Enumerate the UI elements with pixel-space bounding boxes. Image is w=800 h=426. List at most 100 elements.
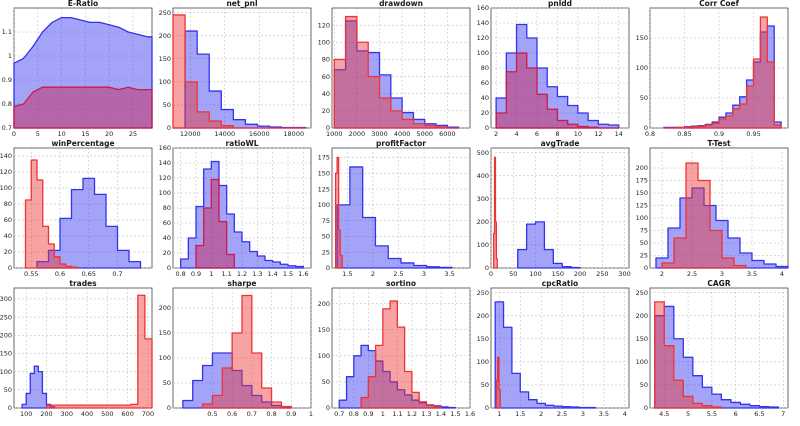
chart-cpcratio: 1 1.5 2 2.5 3 3.5 4 0 50 100 150 200 250 cpcRatio	[477, 279, 630, 418]
y-tick-label: 175	[636, 177, 648, 185]
y-tick-label: 250	[159, 9, 171, 17]
y-tick-label: 120	[0, 168, 12, 176]
y-tick-label: 120	[477, 34, 489, 42]
t-test-series-2	[661, 162, 747, 269]
chart-title: pnldd	[548, 0, 572, 8]
y-tick-label: 80	[481, 64, 489, 72]
y-tick-label: 60	[163, 219, 171, 227]
x-tick-label: 0.7	[334, 410, 344, 418]
y-tick-label: 0	[8, 264, 12, 272]
chart-title: T-Test	[707, 139, 731, 148]
y-tick-label: 150	[159, 55, 171, 63]
x-tick-label: 0.95	[746, 130, 760, 138]
x-tick-label: 1.1	[221, 270, 231, 278]
y-tick-label: 140	[0, 152, 12, 160]
x-tick-label: 1	[497, 410, 501, 418]
winpercentage-series-1	[36, 177, 142, 269]
y-tick-label: 25	[322, 248, 330, 256]
y-tick-label: 50	[640, 94, 648, 102]
chart-sortino: 0.7 0.8 0.9 1 1.1 1.2 1.3 1.4 1.5 1.6 0 50 100 150 200…	[318, 279, 476, 418]
y-tick-label: 500	[477, 149, 489, 157]
chart-title: E-Ratio	[68, 0, 98, 8]
pnldd-series-1	[495, 23, 620, 129]
x-tick-label: 600	[121, 410, 133, 418]
x-tick-label: 4	[623, 410, 627, 418]
x-tick-label: 14	[615, 130, 623, 138]
y-tick-label: 50	[163, 379, 171, 387]
x-tick-label: 1.3	[421, 410, 431, 418]
y-tick-label: 25	[640, 252, 648, 260]
cpcratio-series-1	[494, 301, 597, 409]
y-tick-label: 0	[644, 404, 648, 412]
e-ratio-series-2	[13, 86, 153, 129]
y-tick-label: 400	[477, 172, 489, 180]
x-tick-label: 1.5	[515, 410, 525, 418]
y-tick-label: 1.1	[2, 28, 12, 36]
y-tick-label: 150	[159, 329, 171, 337]
y-tick-label: 100	[477, 358, 489, 366]
y-tick-label: 100	[636, 214, 648, 222]
chart-title: cpcRatio	[542, 279, 578, 288]
x-tick-label: 2	[494, 130, 498, 138]
y-tick-label: 0.8	[2, 100, 12, 108]
chart-title: ratioWL	[225, 139, 258, 148]
y-tick-label: 150	[636, 335, 648, 343]
chart-title: winPercentage	[51, 139, 114, 148]
x-tick-label: 6	[535, 130, 539, 138]
y-tick-label: 150	[636, 34, 648, 42]
x-tick-label: 0.9	[191, 270, 201, 278]
plot-area	[172, 7, 312, 129]
y-tick-label: 0	[326, 404, 330, 412]
x-tick-label: 2.5	[687, 270, 697, 278]
x-tick-label: 1.4	[436, 410, 446, 418]
y-tick-label: 0	[485, 264, 489, 272]
y-tick-label: 200	[477, 312, 489, 320]
chart-drawdown: 1000 2000 3000 4000 5000 6000 0 20 40 60 80 100 120 d…	[318, 0, 471, 138]
y-tick-label: 50	[322, 378, 330, 386]
y-tick-label: 250	[477, 289, 489, 297]
plot-area	[490, 287, 630, 409]
y-tick-label: 50	[163, 101, 171, 109]
y-tick-label: 100	[318, 201, 330, 209]
y-tick-label: 75	[640, 227, 648, 235]
x-tick-label: 15	[81, 130, 89, 138]
x-tick-label: 3.5	[444, 270, 454, 278]
y-tick-label: 160	[159, 144, 171, 152]
x-tick-label: 3.5	[599, 410, 609, 418]
y-tick-label: 60	[481, 79, 489, 87]
y-tick-label: 150	[318, 326, 330, 334]
chart-avgtrade: 0 50 100 150 200 250 300 0 100 200 300 400 500 avgTra…	[477, 139, 631, 278]
x-tick-label: 500	[101, 410, 113, 418]
ratiowl-series-2	[195, 178, 235, 269]
x-tick-label: 20	[105, 130, 113, 138]
y-tick-label: 100	[477, 241, 489, 249]
y-tick-label: 0.9	[2, 76, 12, 84]
y-tick-label: 150	[318, 169, 330, 177]
sortino-series-2	[360, 300, 442, 409]
y-tick-label: 250	[636, 289, 648, 297]
y-tick-label: 0	[485, 404, 489, 412]
x-tick-label: 0.8	[175, 270, 185, 278]
x-tick-label: 50	[509, 270, 517, 278]
x-tick-label: 5000	[416, 130, 433, 138]
chart-title: CAGR	[707, 279, 730, 288]
x-tick-label: 3	[581, 410, 585, 418]
x-tick-label: 0.6	[227, 410, 237, 418]
plot-area	[13, 287, 153, 409]
chart-e-ratio: 0 5 10 15 20 25 0.7 0.8 0.9 1 1.1 E-Ratio	[2, 0, 153, 138]
y-tick-label: 250	[0, 313, 12, 321]
x-tick-label: 1.6	[465, 410, 475, 418]
x-tick-label: 2000	[349, 130, 366, 138]
x-tick-label: 3.5	[747, 270, 757, 278]
avgtrade-series-2	[493, 156, 498, 269]
x-tick-label: 0.5	[207, 410, 217, 418]
profitfactor-series-1	[336, 166, 453, 269]
chart-cagr: 4.5 5 5.5 6 6.5 7 0 50 100 150 200 250 CAGR	[636, 279, 789, 418]
y-tick-label: 20	[163, 249, 171, 257]
plot-area	[13, 7, 153, 129]
x-tick-label: 0.7	[112, 270, 122, 278]
y-tick-label: 100	[159, 354, 171, 362]
y-tick-label: 100	[318, 352, 330, 360]
x-tick-label: 300	[61, 410, 73, 418]
chart-title: Corr Coef	[699, 0, 739, 8]
